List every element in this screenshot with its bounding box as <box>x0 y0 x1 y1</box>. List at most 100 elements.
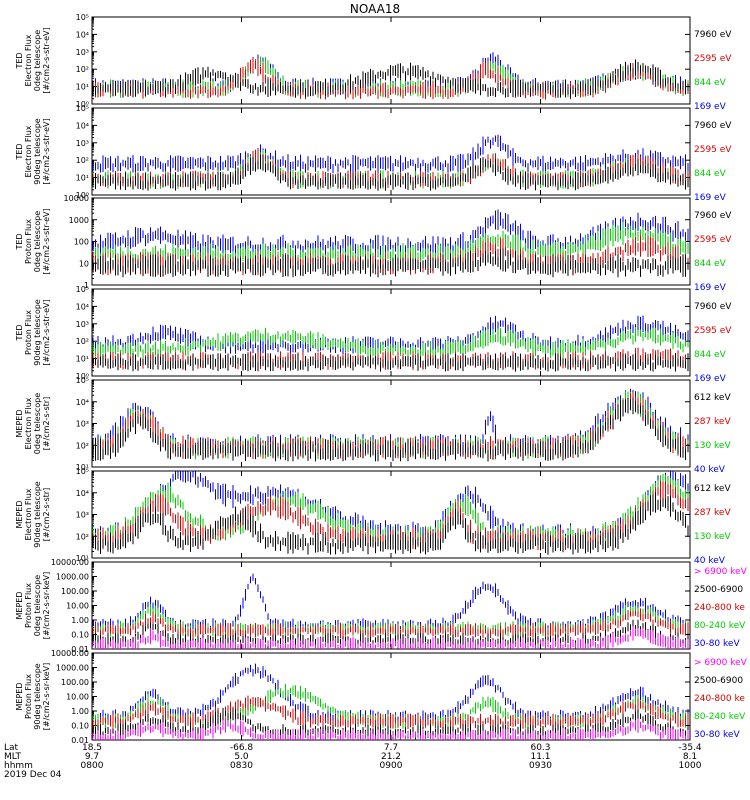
legend-entry: 130 keV <box>694 441 731 451</box>
legend-entry: 240-800 ke <box>694 694 745 704</box>
series-7960-ev <box>92 154 689 191</box>
legend-entry: 2500-6900 <box>694 676 743 686</box>
legend-entry: 169 eV <box>694 102 727 112</box>
y-tick-label: 10³ <box>76 420 89 429</box>
legend-entry: 30-80 keV <box>694 639 740 649</box>
y-tick-label: 10² <box>76 337 89 346</box>
footer-row-label: hhmm <box>4 761 33 771</box>
series-7960-ev <box>92 248 689 278</box>
footer-mlt-value: 5.0 <box>234 752 249 762</box>
legend-entry: 2595 eV <box>694 145 732 155</box>
y-tick-label: 10⁵ <box>76 104 89 113</box>
legend-entry: 40 keV <box>694 465 726 475</box>
y-axis-label-line: TED <box>15 324 24 341</box>
y-axis-label-line: 90deg telescope <box>33 118 42 185</box>
legend-entry: 612 keV <box>694 393 731 403</box>
y-tick-label: 10⁴ <box>76 121 89 130</box>
series-612-kev <box>92 397 689 462</box>
y-tick-label: 1 <box>84 281 89 290</box>
y-axis-label-line: Proton Flux <box>24 219 33 264</box>
y-axis-label: TEDProton Flux90deg telescope[#/cm2-s-st… <box>15 299 51 366</box>
panel-2: 10⁰ 10¹ 10² 10³ 10⁴ 10⁵ TEDElectron Flux90deg … <box>15 104 732 203</box>
y-tick-label: 0.01 <box>71 645 89 654</box>
series-240-800-ke <box>92 695 689 730</box>
footer-mlt-value: 8.1 <box>683 752 697 762</box>
y-tick-label: 100.00 <box>61 678 89 687</box>
legend-entry: 80-240 keV <box>694 712 746 722</box>
y-axis-label-line: [#/cm2-s-sr-keV] <box>42 572 51 639</box>
y-axis-label-line: 0deg telescope <box>33 211 42 272</box>
y-axis-label-line: MEPED <box>15 410 24 438</box>
y-axis-label: TEDProton Flux0deg telescope[#/cm2-s-str… <box>15 208 51 274</box>
y-tick-label: 10¹ <box>76 554 89 563</box>
footer-hhmm-value: 0900 <box>380 761 403 771</box>
footer-mlt-value: 21.2 <box>381 752 401 762</box>
y-tick-label: 10.00 <box>66 602 89 611</box>
legend-entry: 80-240 keV <box>694 621 746 631</box>
series-169-ev <box>92 134 689 174</box>
y-tick-label: 10⁰ <box>76 191 89 200</box>
y-axis-label-line: Proton Flux <box>24 583 33 628</box>
y-axis-label: MEPEDProton Flux90deg telescope[#/cm2-s-… <box>15 663 51 730</box>
y-tick-label: 10⁴ <box>76 398 89 407</box>
y-tick-label: 10 <box>79 259 89 268</box>
series--6900-kev <box>92 626 689 649</box>
footer-hhmm-value: 1000 <box>679 761 702 771</box>
y-tick-label: 10⁵ <box>76 285 89 294</box>
legend-entry: 2500-6900 <box>694 585 743 595</box>
y-tick-label: 10⁵ <box>76 376 89 385</box>
footer-row-label: 2019 Dec 04 <box>4 770 62 780</box>
y-axis-label: TEDElectron Flux0deg telescope[#/cm2-s-s… <box>15 27 51 93</box>
y-tick-label: 1.00 <box>71 616 89 625</box>
y-axis-label-line: [#/cm2-s-str-eV] <box>42 299 51 365</box>
panel-3: 1 10 100 1000 10000 TEDProton Flux0deg telesc… <box>15 194 732 293</box>
footer-lat-value: -35.4 <box>678 743 702 753</box>
legend-entry: 287 keV <box>694 508 731 518</box>
series-169-ev <box>92 209 689 258</box>
y-tick-label: 0.10 <box>71 722 89 731</box>
y-axis-label-line: Proton Flux <box>24 674 33 719</box>
y-axis-label-line: MEPED <box>15 592 24 620</box>
figure-title: NOAA18 <box>350 2 400 16</box>
y-axis-label-line: 90deg telescope <box>33 663 42 730</box>
y-tick-label: 10⁵ <box>76 13 89 22</box>
panel-6: 10¹ 10² 10³ 10⁴ 10⁵ MEPEDElectron Flux90deg t… <box>15 467 731 566</box>
legend-entry: 240-800 ke <box>694 603 745 613</box>
y-axis-label-line: [#/cm2-s-str] <box>42 397 51 450</box>
y-axis-label-line: 0deg telescope <box>33 575 42 636</box>
legend-entry: 40 keV <box>694 556 726 566</box>
legend-entry: 169 eV <box>694 374 727 384</box>
legend-entry: 287 keV <box>694 417 731 427</box>
y-tick-label: 10³ <box>76 511 89 520</box>
series-240-800-ke <box>92 608 689 639</box>
footer-lat-value: 60.3 <box>530 743 550 753</box>
y-axis-label: MEPEDElectron Flux90deg telescope[#/cm2-… <box>15 481 51 548</box>
y-tick-label: 1000.00 <box>56 664 89 673</box>
series-612-kev <box>92 492 689 555</box>
legend-entry: 30-80 keV <box>694 730 740 740</box>
y-axis-label-line: MEPED <box>15 683 24 711</box>
y-tick-label: 100.00 <box>61 587 89 596</box>
y-tick-label: 1000.00 <box>56 573 89 582</box>
y-axis-label: TEDElectron Flux90deg telescope[#/cm2-s-… <box>15 118 51 185</box>
panel-4: 10⁰ 10¹ 10² 10³ 10⁴ 10⁵ TEDProton Flux90deg te… <box>15 285 732 384</box>
footer-row-label: MLT <box>4 752 22 762</box>
y-tick-label: 10⁴ <box>76 489 89 498</box>
y-tick-label: 10¹ <box>76 355 89 364</box>
y-tick-label: 0.01 <box>71 736 89 745</box>
legend-entry: 169 eV <box>694 283 727 293</box>
footer-hhmm-value: 0830 <box>230 761 253 771</box>
footer-mlt-value: 9.7 <box>85 752 99 762</box>
y-tick-label: 10¹ <box>76 83 89 92</box>
y-axis-label-line: 90deg telescope <box>33 299 42 366</box>
y-tick-label: 10000.00 <box>51 649 89 658</box>
legend-entry: 844 eV <box>694 350 727 360</box>
y-tick-label: 10000 <box>64 194 89 203</box>
y-axis-label: MEPEDElectron Flux0deg telescope[#/cm2-s… <box>15 393 51 454</box>
y-tick-label: 10.00 <box>66 693 89 702</box>
y-axis-label-line: Electron Flux <box>24 34 33 86</box>
y-axis-label-line: TED <box>15 143 24 160</box>
y-tick-label: 10² <box>76 65 89 74</box>
y-axis-label-line: [#/cm2-s-str-eV] <box>42 27 51 93</box>
